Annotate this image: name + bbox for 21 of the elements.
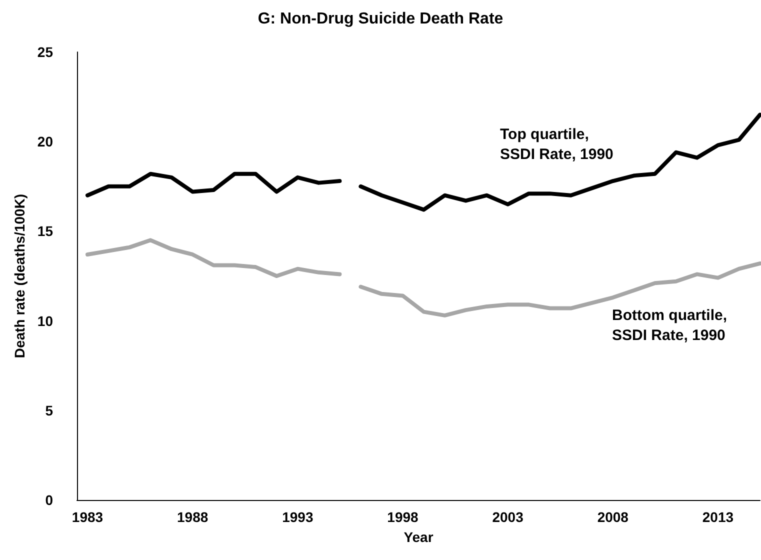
line-series	[86, 238, 342, 278]
y-tick-label: 10	[37, 312, 54, 329]
x-tick-label: 1998	[387, 509, 419, 525]
x-axis-title: Year	[404, 529, 434, 545]
series-label: Top quartile, SSDI Rate, 1990	[500, 126, 614, 164]
x-tick-label: 2003	[492, 509, 524, 525]
x-tick-label: 1988	[177, 509, 208, 525]
x-tick-label: 2008	[597, 509, 629, 525]
chart-title: G: Non-Drug Suicide Death Rate	[258, 10, 504, 28]
y-axis-title: Death rate (deaths/100K)	[12, 194, 28, 358]
y-tick-label: 0	[45, 492, 54, 508]
line-series	[358, 112, 761, 212]
x-tick-label: 1993	[282, 509, 314, 525]
x-tick-label: 2013	[702, 509, 734, 525]
y-tick-label: 5	[45, 402, 54, 418]
y-tick-label: 20	[37, 134, 54, 150]
y-tick-label: 25	[37, 44, 54, 60]
x-tick-label: 1983	[72, 509, 104, 525]
series-label: Bottom quartile, SSDI Rate, 1990	[612, 306, 727, 344]
y-tick-label: 15	[37, 223, 54, 240]
line-series	[86, 172, 342, 198]
